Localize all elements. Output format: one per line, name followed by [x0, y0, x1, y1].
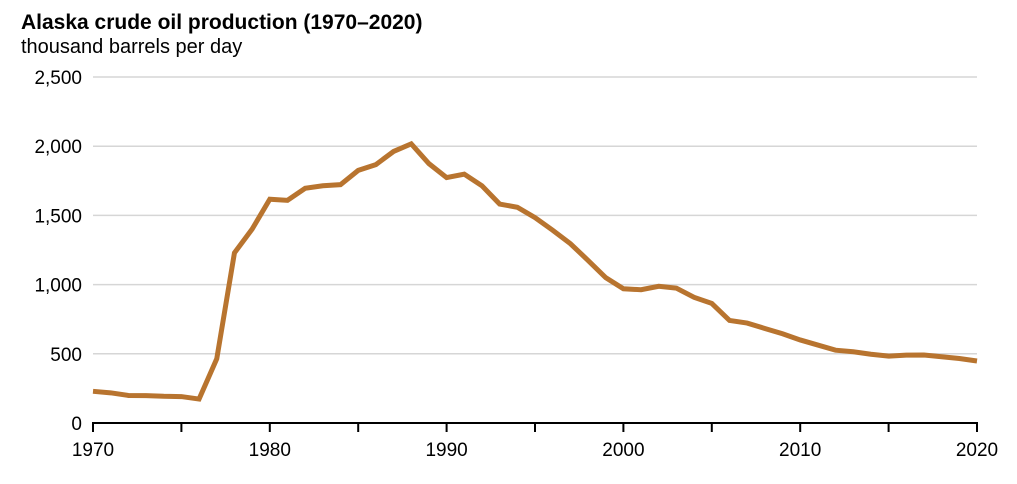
production-data-line: [92, 140, 978, 402]
x-axis: [92, 422, 978, 432]
y-tick-label-1500: 1,500: [34, 206, 82, 227]
y-tick-label-2500: 2,500: [34, 68, 82, 89]
x-tick-label-1990: 1990: [425, 440, 467, 461]
x-tick-label-1970: 1970: [72, 440, 114, 461]
x-axis-labels: 1970 1980 1990 2000 2010 2020: [72, 440, 998, 461]
x-tick-label-1980: 1980: [249, 440, 291, 461]
x-tick-label-2020: 2020: [956, 440, 998, 461]
y-tick-label-0: 0: [71, 414, 82, 435]
chart-title: Alaska crude oil production (1970–2020): [21, 11, 423, 34]
x-tick-label-2000: 2000: [602, 440, 644, 461]
y-tick-label-2000: 2,000: [34, 137, 82, 158]
y-tick-label-1000: 1,000: [34, 276, 82, 297]
x-tick-label-2010: 2010: [779, 440, 821, 461]
y-tick-label-500: 500: [50, 345, 82, 366]
y-axis-labels: 0 500 1,000 1,500 2,000 2,500: [34, 68, 82, 435]
chart-subtitle-units: thousand barrels per day: [21, 36, 243, 58]
